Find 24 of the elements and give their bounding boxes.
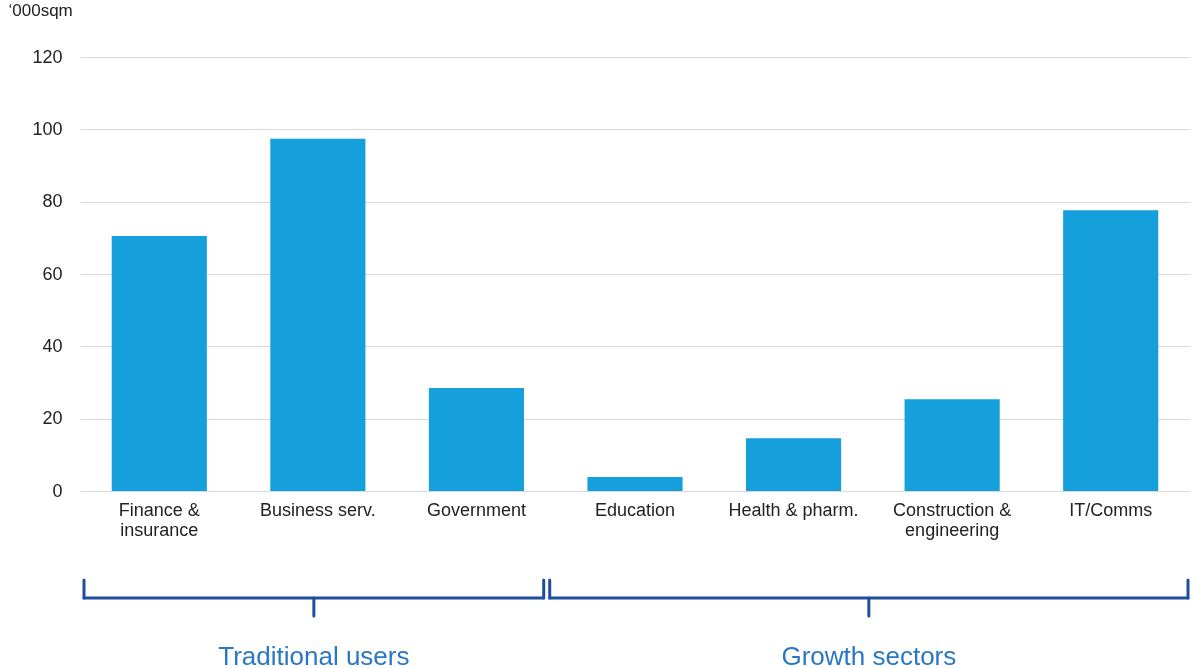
x-tick-label: IT/Comms — [1069, 499, 1153, 520]
y-tick-label: 0 — [52, 480, 63, 501]
x-tick-label: Health & pharm. — [728, 499, 859, 520]
bar — [904, 399, 1000, 491]
x-tick-label: Finance & insurance — [118, 499, 200, 540]
bar — [587, 476, 683, 491]
x-tick-label: Construction & engineering — [893, 499, 1012, 540]
y-tick-label: 120 — [32, 46, 63, 67]
y-tick-label: 80 — [42, 191, 63, 212]
bar — [1063, 210, 1159, 491]
y-tick-label: 60 — [42, 263, 63, 284]
bar — [746, 438, 842, 491]
x-tick-label: Business serv. — [260, 499, 376, 520]
text: Growth sectors — [781, 641, 957, 668]
bar — [111, 236, 207, 491]
y-tick-label: 40 — [42, 335, 63, 356]
bar — [428, 387, 524, 491]
x-tick-label: Government — [426, 499, 526, 520]
text: Traditional users — [218, 641, 410, 668]
x-tick-label: Education — [594, 499, 676, 520]
y-tick-label: 100 — [32, 118, 63, 139]
y-axis-title: ‘000sqm — [8, 0, 73, 20]
bar — [270, 138, 366, 491]
y-tick-label: 20 — [42, 408, 63, 429]
